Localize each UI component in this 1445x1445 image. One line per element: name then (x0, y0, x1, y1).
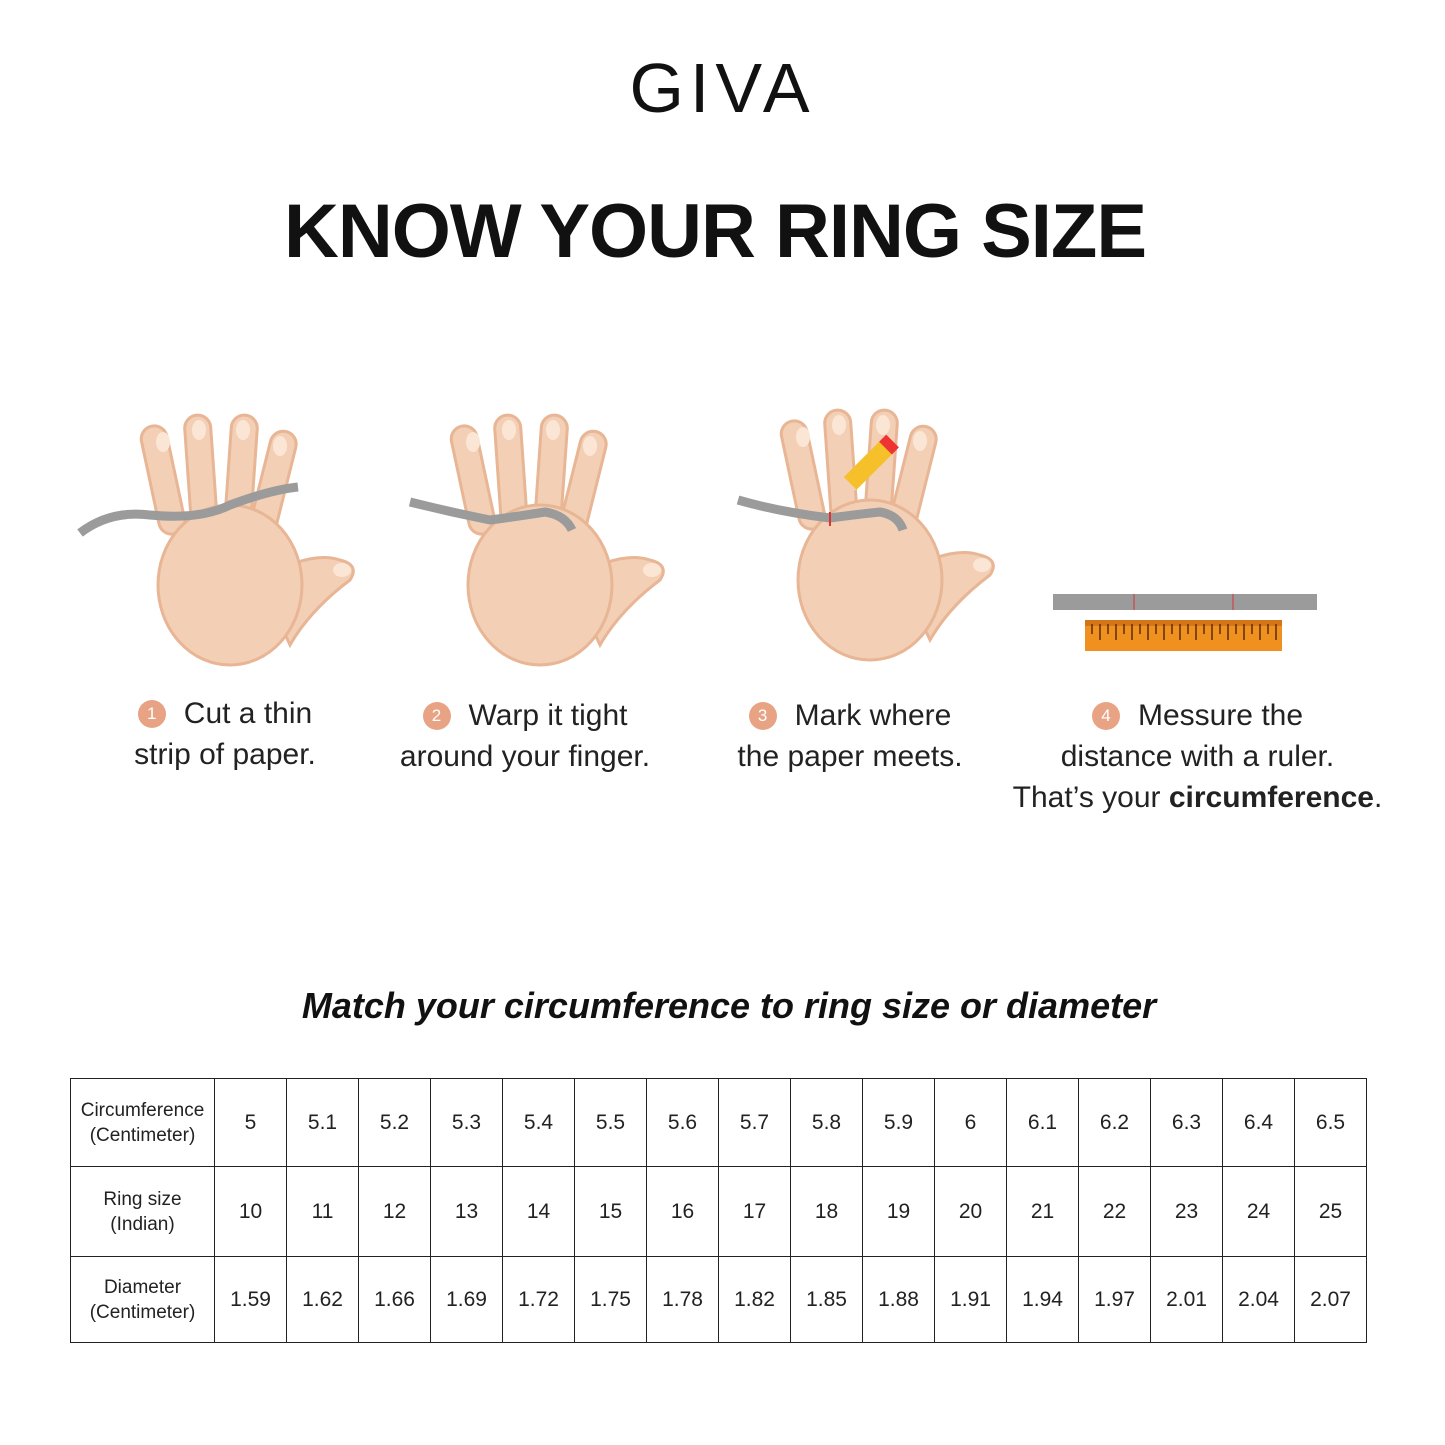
step-text: Messure the (1137, 699, 1304, 732)
step-text: distance with a ruler. (1060, 740, 1335, 773)
table-cell: 1.59 (214, 1256, 287, 1343)
table-cell: 6.4 (1222, 1078, 1295, 1167)
step-text: the paper meets. (737, 740, 963, 773)
table-cell: 1.78 (646, 1256, 719, 1343)
table-cell: 5.1 (286, 1078, 359, 1167)
table-cell: 12 (358, 1166, 431, 1257)
table-cell: 15 (574, 1166, 647, 1257)
paper-strip (736, 495, 908, 532)
step-number-badge: 3 (748, 702, 777, 730)
step-text: around your finger. (399, 740, 651, 773)
step-text: Mark where (794, 699, 952, 732)
table-cell: 1.75 (574, 1256, 647, 1343)
step-text: strip of paper. (134, 738, 316, 771)
table-row: Circumference (Centimeter) 5 5.1 5.2 5.3 5.4 5.… (70, 1078, 1367, 1167)
paper-strip (408, 497, 577, 533)
illustrations (77, 407, 1317, 667)
table-subtitle: Match your circumference to ring size or… (301, 985, 1157, 1026)
table-cell: 5 (214, 1078, 287, 1167)
table-cell: 1.66 (358, 1256, 431, 1343)
table-cell: 6.1 (1006, 1078, 1079, 1167)
table-cell: 5.3 (430, 1078, 503, 1167)
table-cell: 5.7 (718, 1078, 791, 1167)
table-cell: 13 (430, 1166, 503, 1257)
table-cell: 17 (718, 1166, 791, 1257)
step-text: That’s your (1012, 781, 1169, 814)
row-header-line: (Indian) (110, 1213, 175, 1235)
table-cell: 1.72 (502, 1256, 575, 1343)
table-cell: 11 (286, 1166, 359, 1257)
table-cell: 19 (862, 1166, 935, 1257)
step-text: Warp it tight (468, 699, 628, 732)
table-cell: 22 (1078, 1166, 1151, 1257)
table-cell: 1.94 (1006, 1256, 1079, 1343)
step-2: 2 Warp it tight around your finger. (350, 695, 700, 777)
table-cell: 14 (502, 1166, 575, 1257)
table-cell: 1.91 (934, 1256, 1007, 1343)
paper-strip (77, 482, 299, 537)
step-3: 3 Mark where the paper meets. (680, 695, 1020, 777)
ruler-step-4 (1053, 594, 1317, 651)
table-cell: 6.5 (1294, 1078, 1367, 1167)
table-cell: 18 (790, 1166, 863, 1257)
paper-strip (1053, 594, 1317, 610)
table-cell: 5.4 (502, 1078, 575, 1167)
table-cell: 21 (1006, 1166, 1079, 1257)
table-cell: 10 (214, 1166, 287, 1257)
brand-logo: GIVA (629, 49, 816, 127)
table-cell: 5.9 (862, 1078, 935, 1167)
table-cell: 5.6 (646, 1078, 719, 1167)
step-number-badge: 4 (1091, 702, 1120, 730)
step-text: . (1373, 781, 1383, 814)
hand-step-2 (408, 412, 665, 667)
hand-step-1 (77, 412, 355, 667)
table-cell: 5.2 (358, 1078, 431, 1167)
table-row: Diameter (Centimeter) 1.59 1.62 1.66 1.69 1.72… (70, 1256, 1367, 1343)
row-header-line: Circumference (80, 1099, 205, 1121)
table-cell: 2.04 (1222, 1256, 1295, 1343)
table-cell: 16 (646, 1166, 719, 1257)
table-cell: 6.2 (1078, 1078, 1151, 1167)
step-text: Cut a thin (183, 697, 313, 730)
table-cell: 23 (1150, 1166, 1223, 1257)
table-cell: 1.88 (862, 1256, 935, 1343)
step-number-badge: 2 (422, 702, 451, 730)
table-cell: 24 (1222, 1166, 1295, 1257)
row-header-line: (Centimeter) (89, 1124, 196, 1146)
hand-step-3 (736, 407, 995, 662)
step-1: 1 Cut a thin strip of paper. (60, 693, 390, 775)
table-cell: 2.01 (1150, 1256, 1223, 1343)
row-header-line: (Centimeter) (89, 1301, 196, 1323)
table-cell: 2.07 (1294, 1256, 1367, 1343)
table-cell: 5.8 (790, 1078, 863, 1167)
step-text-bold: circumference (1168, 781, 1374, 814)
ring-size-table: Circumference (Centimeter) 5 5.1 5.2 5.3 5.4 5.… (70, 1078, 1367, 1343)
table-cell: 1.62 (286, 1256, 359, 1343)
pencil-icon (837, 434, 899, 497)
table-cell: 1.97 (1078, 1256, 1151, 1343)
row-header: Ring size (Indian) (70, 1166, 215, 1257)
table-cell: 20 (934, 1166, 1007, 1257)
row-header-line: Diameter (103, 1276, 182, 1298)
row-header: Diameter (Centimeter) (70, 1256, 215, 1343)
row-header: Circumference (Centimeter) (70, 1078, 215, 1167)
table-cell: 25 (1294, 1166, 1367, 1257)
table-row: Ring size (Indian) 10 11 12 13 14 15 16 17 18 19 20 2… (70, 1166, 1367, 1257)
page-title: KNOW YOUR RING SIZE (283, 189, 1147, 274)
table-cell: 6.3 (1150, 1078, 1223, 1167)
table-cell: 5.5 (574, 1078, 647, 1167)
step-4: 4 Messure the distance with a ruler. That… (990, 695, 1405, 818)
table-cell: 6 (934, 1078, 1007, 1167)
table-cell: 1.82 (718, 1256, 791, 1343)
step-number-badge: 1 (137, 700, 166, 728)
row-header-line: Ring size (103, 1188, 182, 1210)
ruler-icon (1085, 620, 1282, 651)
table-cell: 1.69 (430, 1256, 503, 1343)
table-cell: 1.85 (790, 1256, 863, 1343)
